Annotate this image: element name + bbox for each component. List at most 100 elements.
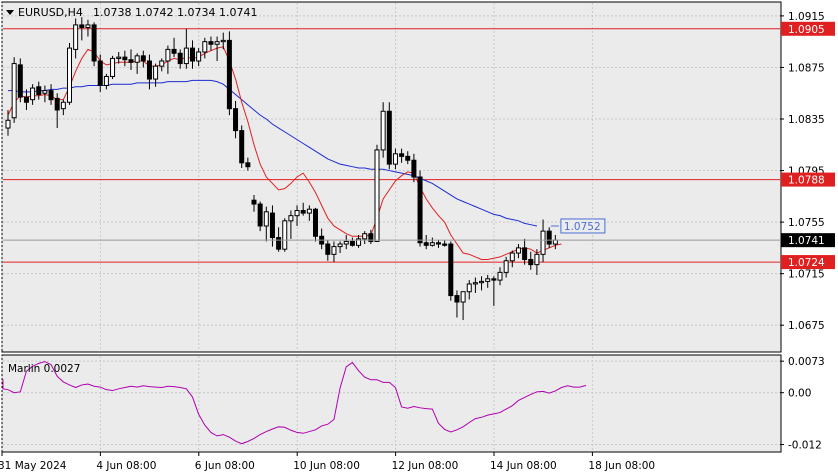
candle-body xyxy=(97,60,103,86)
candle-body xyxy=(79,24,85,28)
candle-body xyxy=(159,60,165,67)
candle-body xyxy=(48,90,54,101)
candle-body xyxy=(282,220,288,250)
candle-body xyxy=(337,243,343,248)
candle-body xyxy=(60,101,66,110)
candle-body xyxy=(497,271,503,281)
level-price-label: 1.0905 xyxy=(788,24,825,36)
x-tick-label: 14 Jun 08:00 xyxy=(490,460,557,472)
candle-body xyxy=(214,41,220,45)
ohlc-values: 1.0738 1.0742 1.0734 1.0741 xyxy=(93,6,257,19)
candle-body xyxy=(503,260,509,273)
candle-body xyxy=(411,159,417,178)
candle-body xyxy=(429,242,435,246)
ma-value-label: 1.0752 xyxy=(564,221,601,233)
candle-body xyxy=(392,153,398,165)
candle-body xyxy=(263,211,269,227)
dropdown-triangle-icon[interactable] xyxy=(6,10,14,15)
y-tick-label: 1.0835 xyxy=(788,114,825,126)
candle-body xyxy=(454,295,460,303)
horizontal-levels[interactable] xyxy=(3,28,780,263)
candle-body xyxy=(380,110,386,151)
candle-body xyxy=(103,75,109,86)
current-price-tag xyxy=(781,233,835,248)
indicator-plot-area[interactable] xyxy=(1,354,782,453)
candle-body xyxy=(368,233,374,242)
candle-body xyxy=(509,252,515,262)
level-price-label: 1.0724 xyxy=(788,257,825,269)
candle-body xyxy=(5,119,11,129)
candle-body xyxy=(374,149,380,242)
candle-body xyxy=(313,208,318,237)
candle-body xyxy=(233,108,239,132)
candle-body xyxy=(362,233,368,240)
candle-body xyxy=(417,176,423,244)
candle-body xyxy=(190,47,195,62)
candle-body xyxy=(306,208,312,214)
candle-body xyxy=(220,39,226,43)
candle-body xyxy=(42,90,48,94)
candle-body xyxy=(171,48,177,54)
candle-body xyxy=(251,199,257,205)
y-tick-label: 1.0875 xyxy=(788,62,825,74)
y-tick-label: 1.0915 xyxy=(788,11,825,23)
y-tick-label: 1.0715 xyxy=(788,269,825,281)
candle-body xyxy=(386,110,392,165)
level-price-label: 1.0788 xyxy=(788,175,825,187)
candle-body xyxy=(153,65,159,80)
candle-body xyxy=(294,210,300,217)
candle-body xyxy=(30,87,36,101)
candle-body xyxy=(331,246,337,255)
candle-body xyxy=(110,57,116,77)
candle-body xyxy=(448,243,454,297)
candle-body xyxy=(349,240,355,246)
candle-body xyxy=(183,47,189,65)
candle-body xyxy=(17,64,23,98)
candle-body xyxy=(472,282,478,285)
candle-body xyxy=(54,97,60,111)
chart-header: EURUSD,H4 1.0738 1.0742 1.0734 1.0741 xyxy=(6,6,257,19)
marlin-line xyxy=(2,361,587,445)
indicator-y-tick-label: -0.012 xyxy=(788,440,822,452)
candle-body xyxy=(122,56,128,61)
candle-body xyxy=(491,278,497,281)
candle-body xyxy=(208,41,214,45)
candle-body xyxy=(226,39,232,110)
candle-body xyxy=(288,215,294,222)
candle-body xyxy=(534,253,540,266)
y-tick-label: 1.0755 xyxy=(788,217,825,229)
x-tick-label: 4 Jun 08:00 xyxy=(96,460,156,472)
candle-body xyxy=(485,278,491,282)
candle-body xyxy=(479,280,485,284)
level-price-tag xyxy=(781,172,835,187)
candle-body xyxy=(134,55,140,63)
candle-body xyxy=(202,41,208,53)
x-tick-label: 12 Jun 08:00 xyxy=(392,460,459,472)
candle-body xyxy=(460,291,466,303)
candle-body xyxy=(91,24,97,62)
candle-body xyxy=(552,239,558,245)
candle-body xyxy=(245,162,251,168)
candle-body xyxy=(67,47,72,103)
candle-body xyxy=(239,130,245,164)
x-tick-label: 31 May 2024 xyxy=(0,460,67,472)
candle-body xyxy=(300,210,306,214)
candle-body xyxy=(165,48,171,62)
candle-body xyxy=(116,56,122,59)
candle-body xyxy=(546,230,552,245)
candle-body xyxy=(528,258,534,266)
level-price-tag xyxy=(781,21,835,36)
marlin-series xyxy=(2,361,587,445)
candle-body xyxy=(405,155,411,161)
axis-price-labels: 1.0905 1.0788 1.0724 1.0741 1.0752 xyxy=(3,21,835,269)
x-tick-label: 18 Jun 08:00 xyxy=(588,460,655,472)
candle-body xyxy=(269,212,275,239)
candle-body xyxy=(343,240,349,245)
candle-body xyxy=(442,243,448,246)
time-axis: 31 May 2024 4 Jun 08:00 6 Jun 08:00 10 Jun … xyxy=(0,452,655,472)
candlestick-series xyxy=(5,17,558,321)
candle-body xyxy=(466,283,472,293)
candle-body xyxy=(128,59,134,63)
slow-moving-average-line xyxy=(8,79,538,227)
